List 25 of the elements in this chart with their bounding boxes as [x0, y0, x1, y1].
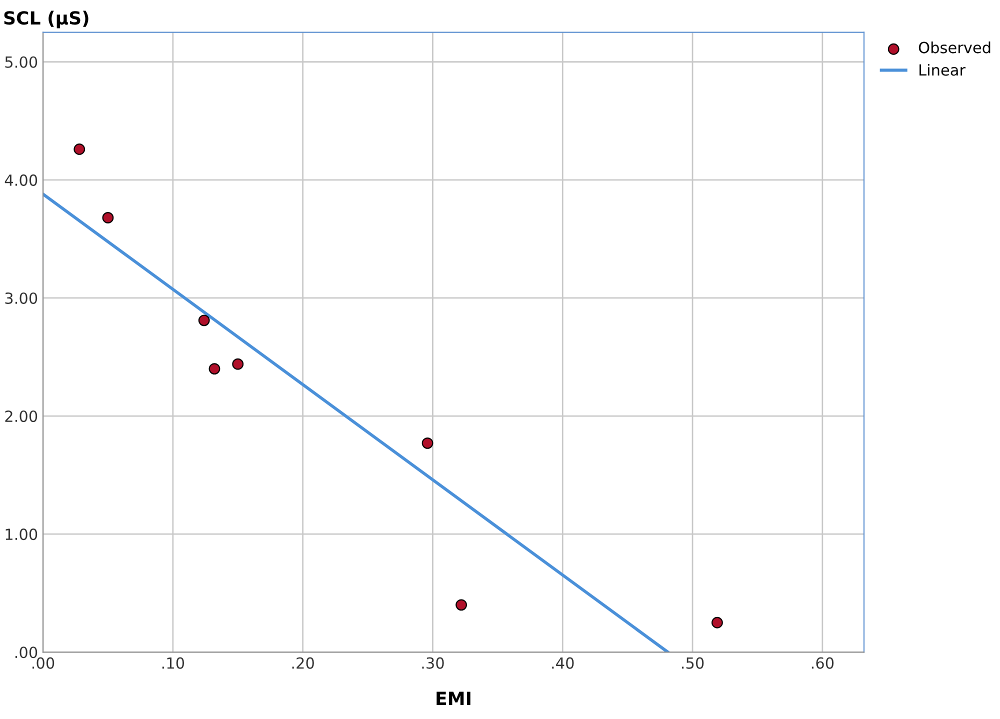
legend-label: Linear — [920, 64, 966, 76]
point — [208, 363, 220, 375]
x-tick-label: .00 — [32, 657, 54, 669]
x-tick-label: .50 — [682, 657, 704, 669]
point — [422, 437, 434, 449]
point — [74, 144, 86, 155]
x-tick-label: .20 — [292, 657, 314, 669]
x-tick-label: .60 — [812, 657, 834, 669]
point — [232, 358, 244, 370]
x-tick-label: .10 — [162, 657, 184, 669]
x-tick-label: .30 — [422, 657, 444, 669]
y-axis-title: SCL (μS) — [4, 10, 88, 28]
y-tick-label: 4.00 — [4, 174, 38, 186]
x-tick-label: .40 — [552, 657, 574, 669]
point — [102, 212, 114, 224]
y-tick-label: 2.00 — [5, 410, 38, 422]
y-tick-label: 5.00 — [5, 56, 38, 68]
point — [712, 616, 723, 628]
y-tick-label: 3.00 — [5, 292, 38, 304]
legend-label: Observed — [918, 42, 990, 54]
y-tick-label: .00 — [15, 646, 38, 658]
y-tick-label: 1.00 — [6, 528, 38, 540]
point — [456, 599, 467, 611]
x-axis-title: EMI — [436, 692, 470, 705]
point — [198, 314, 210, 326]
